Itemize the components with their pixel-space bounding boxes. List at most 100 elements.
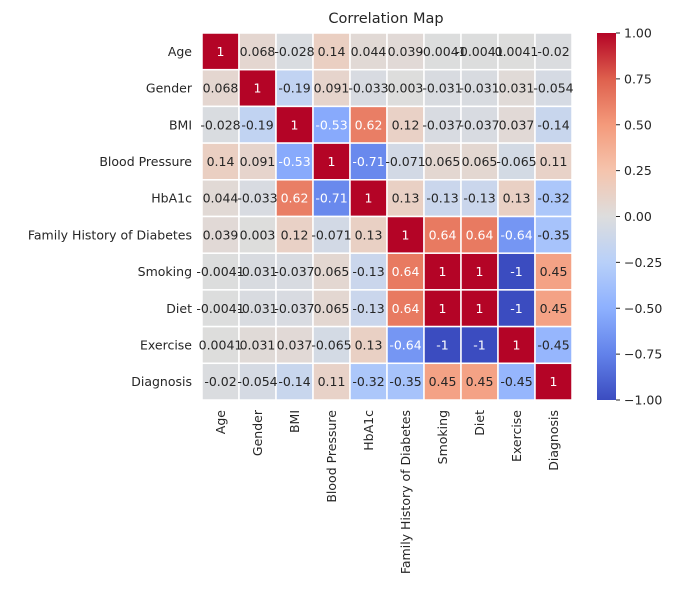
heatmap-cell-label: 1 (365, 191, 373, 206)
heatmap-cell-label: 0.13 (392, 191, 420, 206)
heatmap-cell-label: -0.35 (537, 227, 569, 242)
heatmap-cell-label: 0.044 (203, 191, 239, 206)
heatmap-cell-label: 1 (254, 81, 262, 96)
heatmap-cell-label: 0.64 (392, 301, 420, 316)
heatmap-cell-label: -0.19 (278, 81, 310, 96)
heatmap-cell (201, 325, 240, 365)
colorbar-tick-label: 0.75 (624, 71, 652, 86)
x-tick-label: Blood Pressure (324, 410, 339, 503)
colorbar-gradient (597, 33, 616, 400)
heatmap-cell (386, 142, 425, 181)
x-tick-label: Exercise (509, 410, 524, 462)
colorbar-ticks: 1.00 0.75 0.50 0.25 0.00 −0.25 −0.50 −0.75 −1.00 (616, 26, 662, 408)
heatmap-cell (312, 68, 351, 108)
heatmap-cell-label: 0.64 (429, 227, 457, 242)
heatmap-cell-label: -1 (436, 337, 448, 352)
heatmap-cell (534, 252, 573, 291)
heatmap-cell-label: -0.037 (274, 264, 314, 279)
heatmap-cell-label: 0.45 (466, 374, 494, 389)
heatmap-cell (312, 289, 351, 328)
heatmap-cell (534, 32, 573, 71)
heatmap-cell-label: 0.031 (499, 81, 535, 96)
heatmap-cell-label: 0.45 (540, 264, 568, 279)
heatmap-cell (423, 142, 462, 181)
heatmap-cell-label: -0.031 (459, 81, 499, 96)
heatmap-cell-label: -0.71 (352, 154, 384, 169)
heatmap-cell-label: -0.0041 (196, 264, 244, 279)
heatmap-cell (423, 68, 462, 108)
heatmap-cell-label: 0.068 (203, 81, 239, 96)
heatmap-cell-label: 0.11 (540, 154, 568, 169)
heatmap-cell-label: -0.32 (352, 374, 384, 389)
heatmap-cell (423, 325, 462, 365)
heatmap-cell-label: 1 (439, 264, 447, 279)
heatmap-cell-label: -0.02 (537, 44, 569, 59)
heatmap-cell-label: 0.0041 (495, 44, 539, 59)
heatmap-cell (497, 68, 536, 108)
heatmap-cell-label: 0.11 (318, 374, 346, 389)
heatmap-cell (497, 325, 536, 365)
heatmap-cell-label: -0.037 (459, 117, 499, 132)
heatmap-cell (460, 325, 499, 365)
heatmap-cell-label: 0.62 (281, 191, 309, 206)
heatmap-cell-label: 1 (550, 374, 558, 389)
heatmap-cell-label: -0.19 (241, 117, 273, 132)
heatmap-cell-label: -0.037 (274, 301, 314, 316)
heatmap-cell (238, 105, 277, 144)
heatmap-cell (497, 215, 536, 254)
heatmap-cell (275, 105, 314, 144)
heatmap-cell-label: -0.13 (352, 264, 384, 279)
x-tick-label: Age (213, 410, 228, 434)
heatmap-cell (275, 215, 314, 254)
heatmap-cell (460, 179, 499, 218)
heatmap-cell (534, 105, 573, 144)
heatmap-cell-label: -0.0041 (418, 44, 466, 59)
heatmap-cell-label: 0.065 (462, 154, 498, 169)
x-tick-label: Diet (472, 410, 487, 436)
heatmap-cell-label: -0.71 (315, 191, 347, 206)
heatmap-cell-label: 0.003 (388, 81, 424, 96)
heatmap-cell (386, 362, 425, 401)
heatmap-cell-label: 0.065 (425, 154, 461, 169)
heatmap-cell-label: 0.14 (318, 44, 346, 59)
heatmap-cell-label: 0.068 (240, 44, 276, 59)
heatmap-cell-label: 1 (476, 301, 484, 316)
heatmap-cell (349, 215, 388, 254)
heatmap-cell-label: 0.12 (281, 227, 309, 242)
heatmap-cell-label: -0.071 (311, 227, 351, 242)
heatmap-cell-label: -1 (510, 264, 522, 279)
heatmap-cell-label: 0.12 (392, 117, 420, 132)
heatmap-cell (238, 325, 277, 365)
heatmap-cell (497, 289, 536, 328)
colorbar-tick-label: 0.50 (624, 117, 652, 132)
heatmap-cell-label: -0.037 (422, 117, 462, 132)
heatmap-cell-label: 0.065 (314, 264, 350, 279)
heatmap-cell (534, 325, 573, 365)
heatmap-cell-label: -0.0041 (196, 301, 244, 316)
heatmap-cell-label: -0.031 (237, 264, 277, 279)
heatmap-cell (275, 289, 314, 328)
heatmap-cell-label: -0.13 (463, 191, 495, 206)
heatmap-cell-label: 1 (476, 264, 484, 279)
heatmap-cell (534, 68, 573, 108)
colorbar-tick-label: 1.00 (624, 26, 652, 41)
y-tick-label: Blood Pressure (99, 154, 192, 169)
heatmap-cell-label: -0.033 (348, 81, 388, 96)
heatmap-cell-label: -0.028 (274, 44, 314, 59)
heatmap-cell-label: 0.091 (240, 154, 276, 169)
heatmap-cell (534, 362, 573, 401)
heatmap-cell-label: -0.065 (496, 154, 536, 169)
heatmap-cell-label: -0.53 (315, 117, 347, 132)
heatmap-cell (201, 252, 240, 291)
heatmap-cell-label: -0.054 (237, 374, 277, 389)
heatmap-cell-label: 0.039 (203, 227, 239, 242)
heatmap-cell-label: 0.039 (388, 44, 424, 59)
heatmap-cell-label: -0.64 (389, 337, 421, 352)
heatmap-cell (201, 215, 240, 254)
heatmap-cell (312, 362, 351, 401)
x-tick-label: HbA1c (361, 410, 376, 451)
heatmap-cell-label: -0.13 (352, 301, 384, 316)
heatmap-cell-label: -0.054 (533, 81, 573, 96)
heatmap-cell-label: -0.32 (537, 191, 569, 206)
